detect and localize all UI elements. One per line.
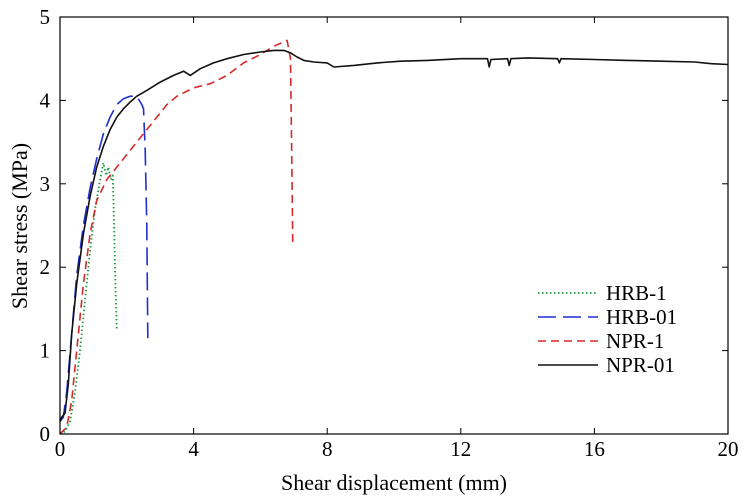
y-tick-label: 2 (40, 255, 51, 279)
x-tick-label: 4 (188, 437, 199, 461)
series-line-npr-1 (59, 39, 294, 435)
y-tick-label: 0 (40, 422, 51, 446)
series-line-npr-01 (59, 49, 729, 422)
y-tick-label: 3 (40, 172, 51, 196)
series-layer (59, 39, 729, 435)
x-tick-label: 0 (55, 437, 66, 461)
series-line-hrb-1 (59, 162, 118, 435)
legend-label-hrb-01: HRB-01 (606, 305, 677, 329)
y-axis-title: Shear stress (MPa) (7, 143, 32, 309)
x-tick-label: 8 (322, 437, 333, 461)
y-tick-label: 1 (40, 339, 51, 363)
x-tick-label: 16 (584, 437, 605, 461)
x-tick-label: 20 (718, 437, 739, 461)
x-tick-label: 12 (450, 437, 471, 461)
y-tick-label: 4 (40, 88, 51, 112)
y-tick-label: 5 (40, 5, 51, 29)
legend-label-hrb-1: HRB-1 (606, 281, 667, 305)
x-axis-title: Shear displacement (mm) (281, 470, 507, 495)
plot-frame (59, 16, 729, 435)
legend-label-npr-1: NPR-1 (606, 329, 664, 353)
legend-label-npr-01: NPR-01 (606, 353, 675, 377)
